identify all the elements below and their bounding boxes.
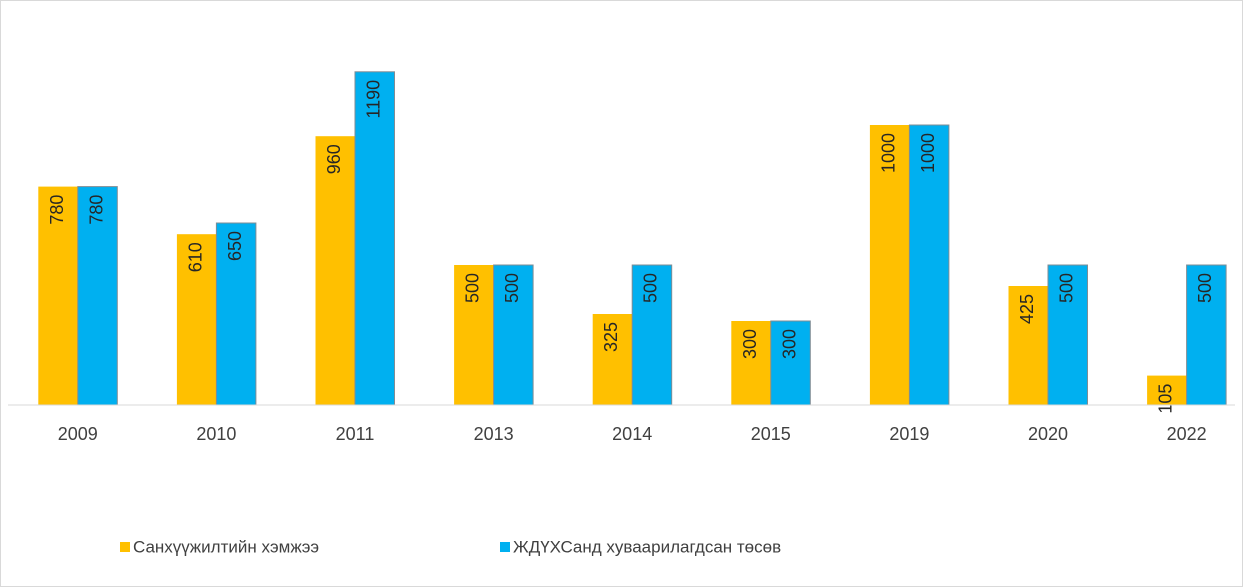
value-label: 105 [1156, 384, 1176, 414]
legend-label: Санхүүжилтийн хэмжээ [133, 537, 319, 556]
value-label: 300 [779, 329, 799, 359]
value-label: 650 [225, 231, 245, 261]
value-label: 300 [740, 329, 760, 359]
value-label: 1000 [918, 133, 938, 173]
value-label: 1190 [364, 80, 384, 119]
x-tick-label: 2019 [889, 424, 929, 444]
bar [1047, 264, 1088, 406]
bar [908, 124, 950, 406]
value-label: 780 [86, 195, 106, 225]
bar [215, 222, 257, 406]
bar [454, 265, 494, 405]
x-tick-label: 2014 [612, 424, 652, 444]
x-tick-label: 2013 [474, 424, 514, 444]
value-label: 610 [185, 242, 205, 272]
x-tick-label: 2011 [336, 424, 375, 444]
x-tick-label: 2022 [1167, 424, 1207, 444]
bar [1186, 264, 1227, 406]
x-tick-label: 2010 [196, 424, 236, 444]
bar [731, 321, 771, 405]
legend-swatch [120, 542, 130, 552]
value-label: 500 [641, 273, 661, 303]
legend-label: ЖДҮХСанд хуваарилагдсан төсөв [513, 537, 781, 556]
value-label: 500 [502, 273, 522, 303]
bar [1147, 375, 1187, 405]
value-label: 780 [47, 195, 67, 225]
bar [176, 234, 217, 405]
value-label: 960 [324, 144, 344, 174]
bar [354, 71, 395, 406]
value-label: 500 [1195, 273, 1215, 303]
bar [869, 125, 910, 405]
x-tick-label: 2015 [751, 424, 791, 444]
bar [592, 314, 633, 405]
x-tick-label: 2009 [58, 424, 98, 444]
value-label: 425 [1017, 294, 1037, 324]
value-label: 500 [1057, 273, 1077, 303]
bar [77, 186, 118, 406]
legend-swatch [500, 542, 510, 552]
value-label: 1000 [878, 133, 898, 173]
bar [315, 136, 355, 405]
bar [1008, 286, 1048, 405]
bar [38, 186, 78, 405]
value-label: 500 [463, 273, 483, 303]
x-tick-label: 2020 [1028, 424, 1068, 444]
value-label: 325 [601, 322, 621, 352]
